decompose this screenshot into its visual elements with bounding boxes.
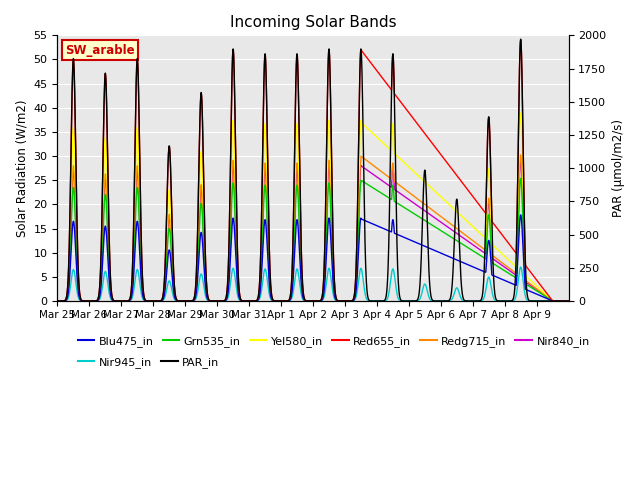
Text: SW_arable: SW_arable — [65, 44, 134, 57]
Title: Incoming Solar Bands: Incoming Solar Bands — [230, 15, 396, 30]
Y-axis label: PAR (μmol/m2/s): PAR (μmol/m2/s) — [612, 119, 625, 217]
Y-axis label: Solar Radiation (W/m2): Solar Radiation (W/m2) — [15, 99, 28, 237]
Legend: Nir945_in, PAR_in: Nir945_in, PAR_in — [73, 353, 224, 372]
